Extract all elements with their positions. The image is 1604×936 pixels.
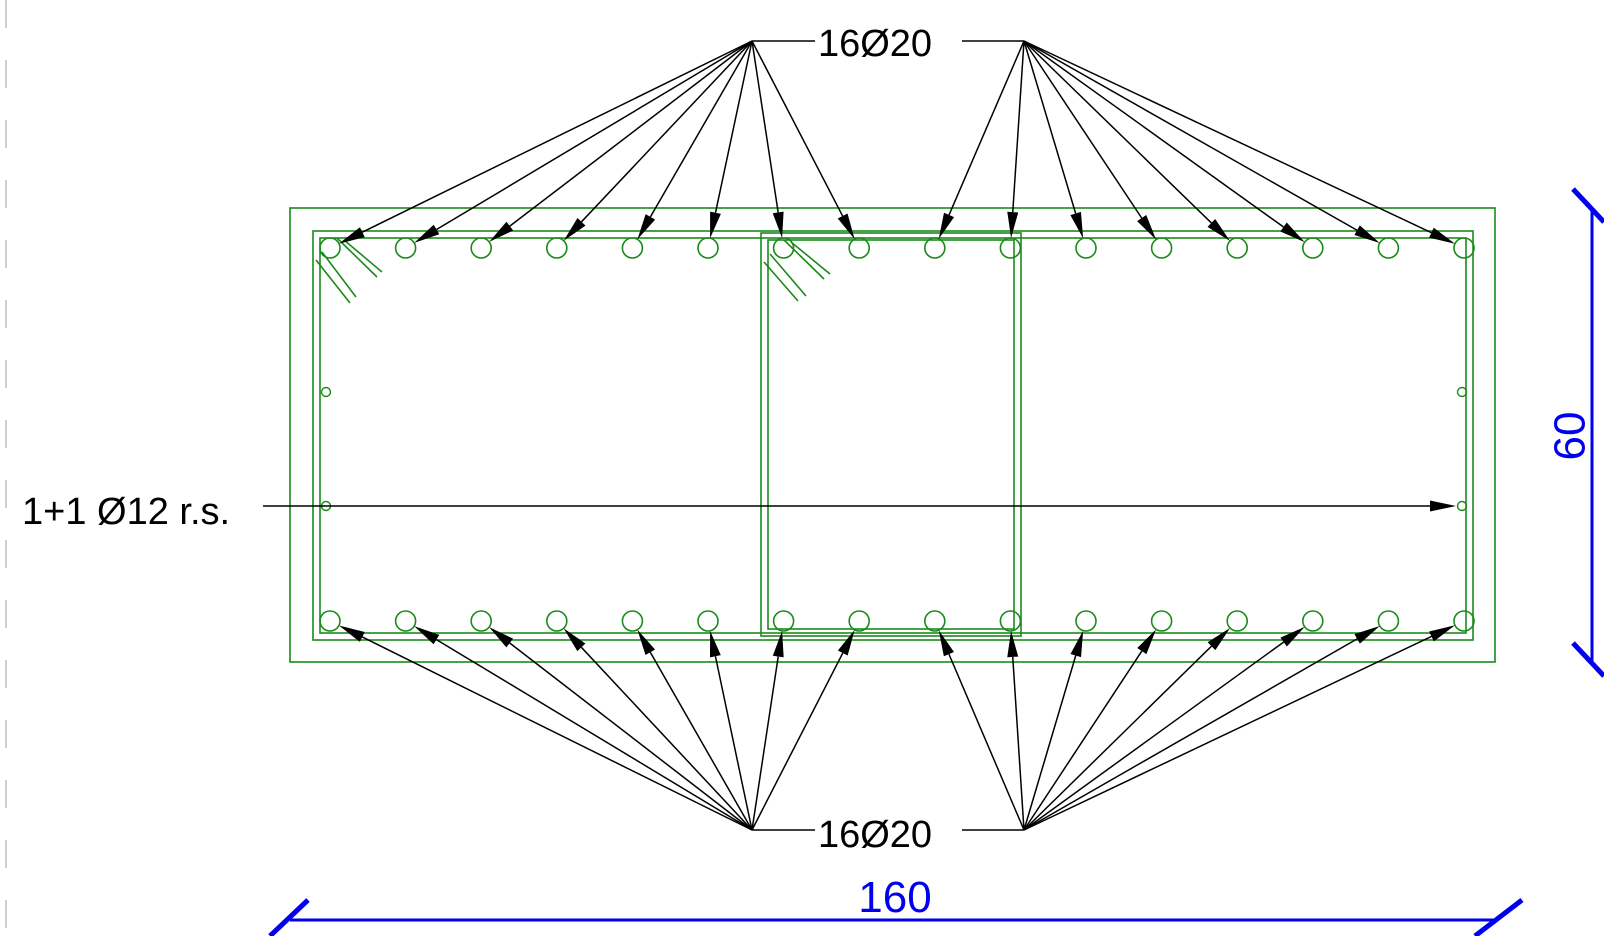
- bottom-rebar-11: [1075, 610, 1097, 632]
- width-dimension: 160: [268, 873, 1524, 936]
- top-leader-11: [1023, 40, 1084, 239]
- top-rebar-2: [394, 237, 417, 259]
- top-leader-2: [414, 40, 753, 243]
- stirrup-hook-left: [315, 237, 383, 304]
- side-rebar-4: [1456, 500, 1468, 512]
- bottom-leader-15: [1023, 625, 1380, 831]
- top-rebar-16: [1453, 237, 1475, 259]
- top-rebar-7: [772, 237, 795, 259]
- bottom-rebar-16: [1453, 610, 1475, 632]
- top-leader-8: [751, 40, 855, 240]
- top-rebar-11: [1075, 237, 1097, 259]
- bottom-leader-12: [1023, 629, 1157, 831]
- stirrup-hook-middle: [763, 239, 831, 302]
- top-bars-label: 16Ø20: [818, 23, 932, 65]
- bottom-leader-13: [1023, 628, 1231, 831]
- bottom-rebar-1: [319, 610, 341, 632]
- bottom-leader-8: [751, 629, 855, 831]
- bottom-rebar-row: [319, 610, 1475, 632]
- bottom-rebar-8: [848, 610, 871, 632]
- bottom-leader-1: [338, 625, 753, 831]
- bottom-rebar-7: [772, 610, 795, 632]
- height-dimension-tick-top: [1571, 187, 1604, 224]
- top-rebar-row: [319, 237, 1475, 259]
- bottom-rebar-13: [1226, 610, 1248, 632]
- bottom-leader-14: [1023, 626, 1305, 831]
- top-rebar-9: [923, 237, 946, 259]
- top-leader-1: [338, 40, 753, 244]
- width-dimension-text: 160: [858, 873, 931, 922]
- side-rebar-1: [320, 386, 332, 398]
- bottom-leader-16: [1023, 625, 1455, 831]
- top-rebar-15: [1377, 237, 1400, 259]
- top-leader-12: [1023, 40, 1157, 240]
- bottom-rebar-12: [1150, 610, 1173, 632]
- inner-stirrup: [760, 232, 1022, 637]
- bottom-leader-11: [1023, 630, 1084, 831]
- top-rebar-12: [1150, 237, 1173, 259]
- leader-lines: [263, 40, 1456, 831]
- top-leader-6: [710, 40, 753, 239]
- height-dimension-tick-bottom: [1571, 641, 1604, 678]
- bottom-rebar-6: [697, 610, 719, 632]
- top-leader-9: [938, 40, 1025, 239]
- top-rebar-1: [319, 237, 341, 259]
- top-rebar-4: [545, 237, 568, 259]
- top-leader-14: [1023, 40, 1305, 243]
- bottom-leader-5: [637, 629, 753, 831]
- top-leader-15: [1023, 40, 1380, 244]
- bottom-leader-4: [563, 628, 753, 831]
- bottom-leader-10: [1007, 630, 1025, 831]
- side-rebar-2: [1456, 386, 1468, 398]
- bottom-rebar-14: [1302, 610, 1324, 632]
- top-leader-10: [1007, 40, 1025, 239]
- bottom-rebar-9: [923, 610, 946, 632]
- bottom-bars-label: 16Ø20: [818, 814, 932, 856]
- bottom-leader-7: [751, 630, 784, 831]
- top-rebar-14: [1302, 237, 1324, 259]
- top-leader-16: [1023, 40, 1455, 244]
- top-rebar-13: [1226, 237, 1248, 259]
- top-leader-3: [489, 40, 753, 242]
- bottom-leader-2: [414, 626, 753, 831]
- bottom-rebar-10: [999, 610, 1022, 632]
- bottom-rebar-5: [621, 610, 644, 632]
- width-dimension-tick-right: [1473, 898, 1524, 936]
- top-leader-4: [563, 40, 753, 241]
- top-rebar-8: [848, 237, 871, 259]
- outer-stirrup: [312, 230, 1474, 641]
- top-rebar-6: [697, 237, 719, 259]
- top-rebar-3: [470, 237, 493, 259]
- side-bars-label: 1+1 Ø12 r.s.: [22, 491, 230, 533]
- bottom-rebar-4: [545, 610, 568, 632]
- bottom-leader-3: [489, 627, 753, 831]
- bottom-rebar-3: [470, 610, 493, 632]
- top-rebar-5: [621, 237, 644, 259]
- top-leader-7: [751, 40, 784, 239]
- concrete-section-outline: [289, 207, 1496, 663]
- height-dimension-text: 60: [1546, 412, 1595, 461]
- width-dimension-tick-left: [268, 898, 310, 936]
- side-rebar-group: [320, 386, 1468, 512]
- height-dimension: 60: [1546, 187, 1604, 678]
- top-leader-5: [637, 40, 753, 240]
- top-leader-13: [1023, 40, 1231, 242]
- bottom-rebar-15: [1377, 610, 1400, 632]
- top-rebar-10: [999, 237, 1022, 259]
- bottom-leader-9: [938, 630, 1025, 831]
- bottom-rebar-2: [394, 610, 417, 632]
- bottom-leader-6: [710, 630, 753, 831]
- side-bars-leader: [263, 500, 1456, 512]
